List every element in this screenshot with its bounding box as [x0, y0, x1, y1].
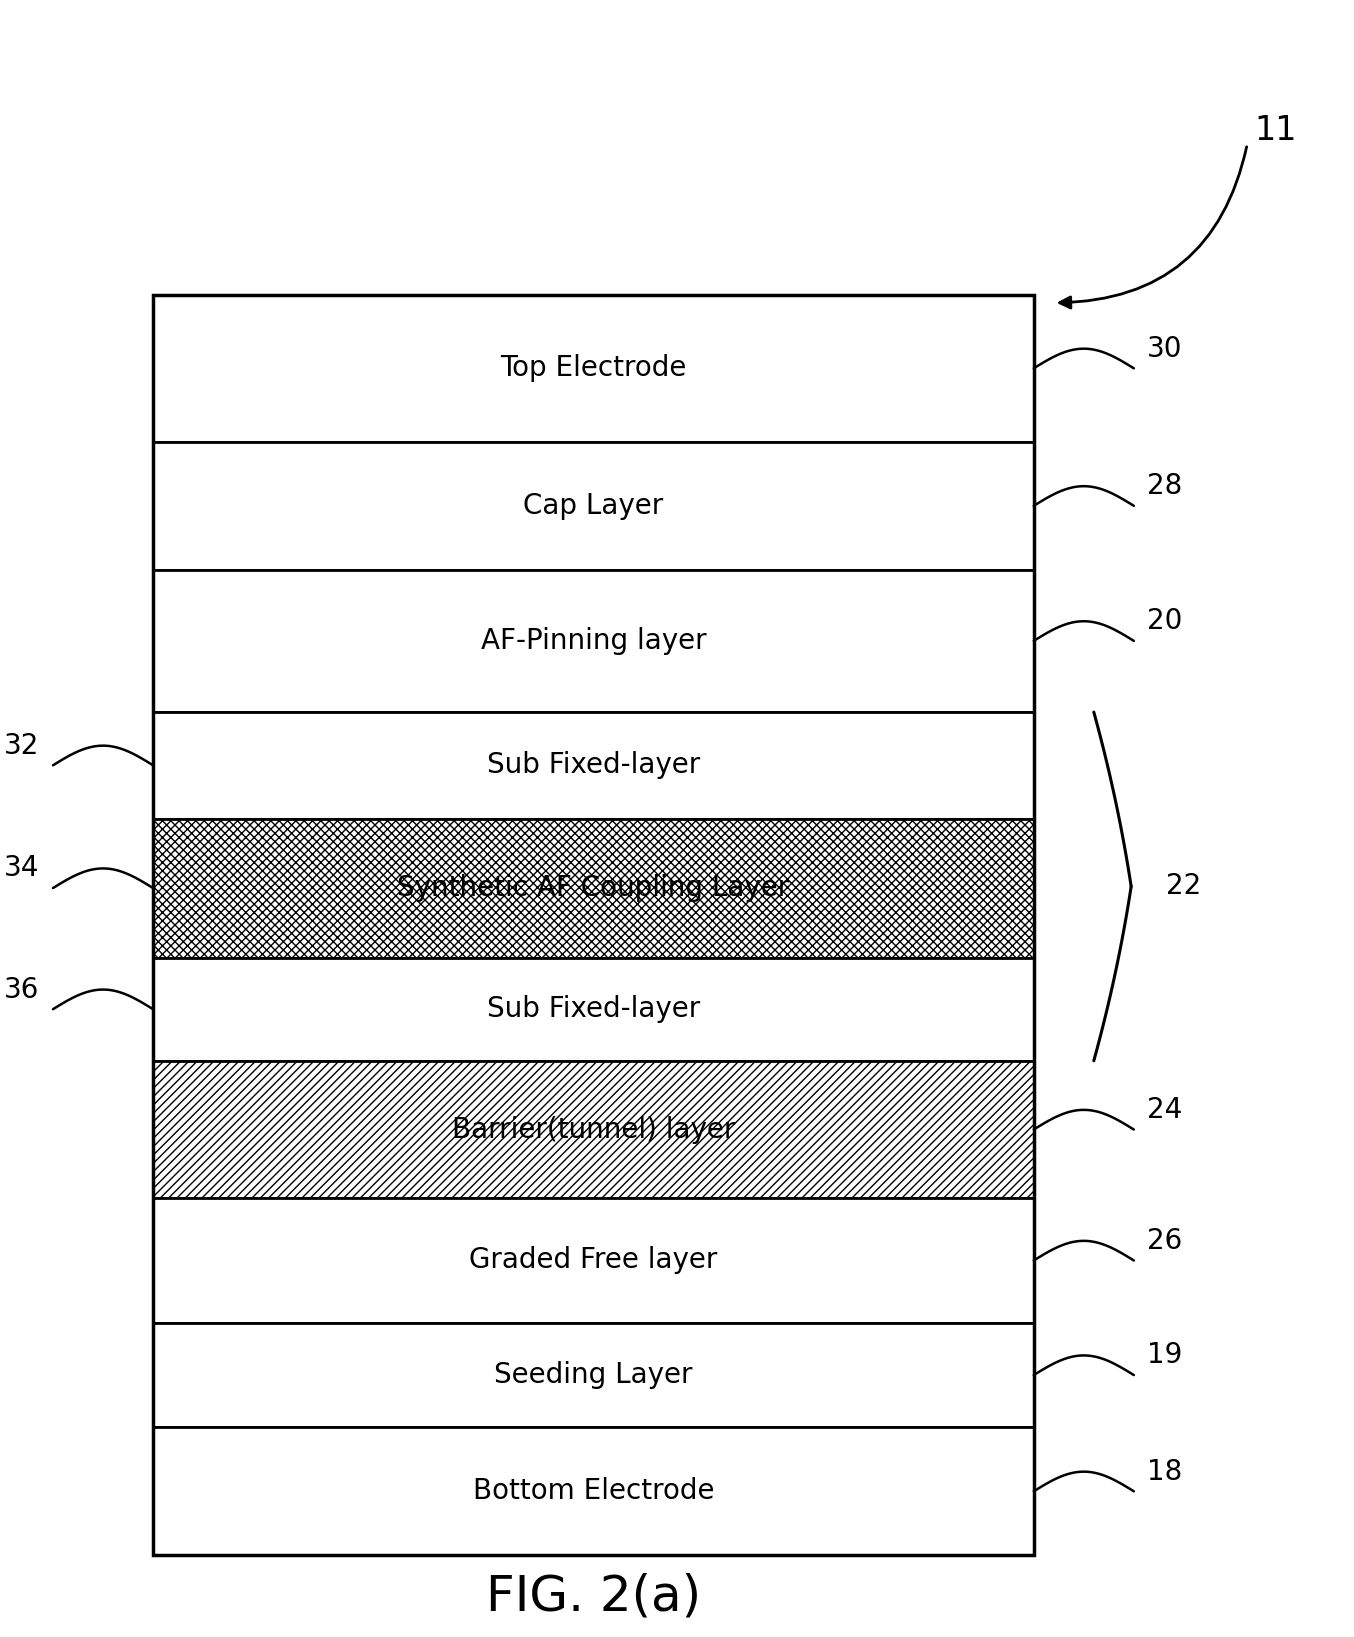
Text: 28: 28 — [1147, 471, 1182, 501]
Text: 34: 34 — [4, 855, 39, 882]
Text: 19: 19 — [1147, 1341, 1182, 1370]
Text: Top Electrode: Top Electrode — [500, 354, 686, 383]
Bar — [153, 958, 1033, 1061]
Text: 11: 11 — [1254, 115, 1296, 147]
Text: Sub Fixed-layer: Sub Fixed-layer — [487, 751, 700, 779]
Text: 22: 22 — [1166, 873, 1201, 900]
Text: Barrier(tunnel) layer: Barrier(tunnel) layer — [452, 1115, 735, 1144]
Bar — [153, 1198, 1033, 1323]
Bar — [153, 295, 1033, 1555]
Bar — [153, 712, 1033, 818]
Text: Graded Free layer: Graded Free layer — [470, 1246, 718, 1275]
Text: 36: 36 — [4, 976, 39, 1003]
Bar — [153, 818, 1033, 958]
Text: Seeding Layer: Seeding Layer — [494, 1360, 693, 1390]
Text: AF-Pinning layer: AF-Pinning layer — [481, 627, 707, 655]
Text: 26: 26 — [1147, 1226, 1182, 1256]
Bar — [153, 442, 1033, 570]
Text: FIG. 2(a): FIG. 2(a) — [486, 1573, 701, 1621]
Text: 24: 24 — [1147, 1095, 1182, 1125]
Text: Sub Fixed-layer: Sub Fixed-layer — [487, 995, 700, 1023]
Bar — [153, 570, 1033, 712]
Text: 30: 30 — [1147, 334, 1182, 363]
Text: Bottom Electrode: Bottom Electrode — [473, 1477, 714, 1506]
Text: Synthetic AF Coupling Layer: Synthetic AF Coupling Layer — [397, 874, 789, 902]
Bar — [153, 295, 1033, 442]
Text: 18: 18 — [1147, 1457, 1182, 1486]
Bar — [153, 1061, 1033, 1198]
Text: 32: 32 — [4, 732, 39, 760]
Text: 20: 20 — [1147, 607, 1182, 635]
Text: Cap Layer: Cap Layer — [523, 491, 663, 521]
Bar — [153, 1323, 1033, 1427]
Bar — [153, 1427, 1033, 1555]
